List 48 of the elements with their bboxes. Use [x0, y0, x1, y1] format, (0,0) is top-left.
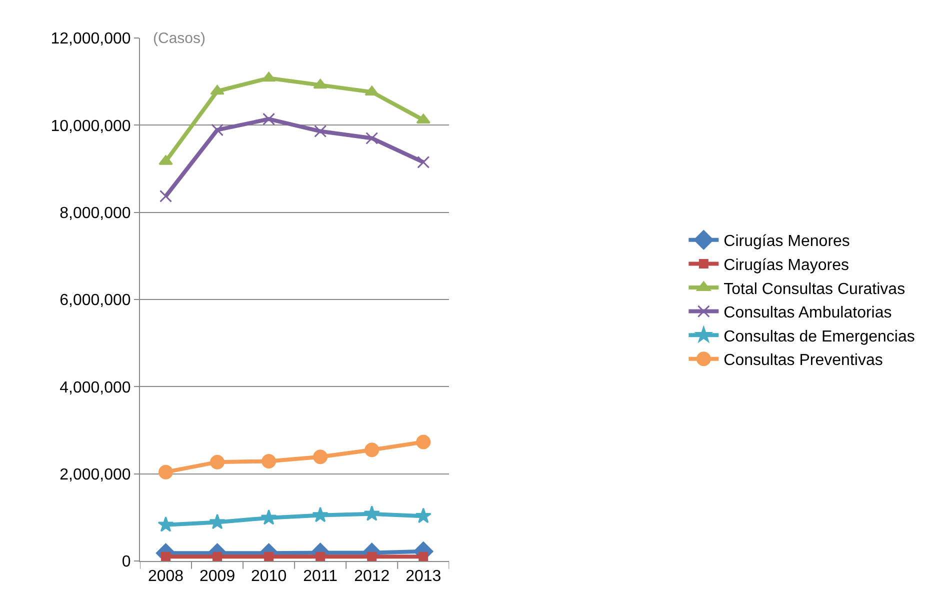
- point: [161, 552, 171, 561]
- y-tick-label: 4,000,000: [60, 379, 131, 396]
- y-tick-label: 0: [122, 554, 131, 571]
- point: [316, 552, 326, 561]
- x-tick-label: 2013: [406, 568, 442, 586]
- y-tick-label: 6,000,000: [60, 292, 131, 310]
- legend-label: Cirugías Mayores: [724, 256, 850, 274]
- point: [212, 552, 222, 561]
- y-tick-label: 12,000,000: [50, 30, 131, 48]
- point: [260, 509, 277, 525]
- point: [367, 552, 377, 561]
- point: [366, 132, 378, 144]
- y-tick-label: 2,000,000: [60, 466, 131, 484]
- point: [418, 552, 428, 561]
- point: [314, 125, 327, 138]
- x-tick-label: 2012: [354, 568, 390, 586]
- legend-label: Cirugías Menores: [724, 233, 850, 250]
- legend-label: Consultas Ambulatorias: [724, 304, 892, 322]
- point: [415, 508, 432, 524]
- point: [210, 84, 224, 95]
- point: [158, 464, 174, 480]
- point: [158, 516, 174, 532]
- point: [210, 454, 225, 470]
- x-tick-label: 2010: [251, 568, 287, 586]
- legend-label: Consultas de Emergencias: [724, 328, 915, 346]
- point: [417, 156, 430, 168]
- annotation: (Casos): [153, 30, 206, 47]
- point: [262, 72, 276, 82]
- point: [262, 112, 276, 126]
- x-tick-label: 2008: [148, 568, 184, 586]
- point: [262, 454, 276, 468]
- point: [209, 514, 226, 530]
- point: [211, 124, 224, 136]
- point: [416, 434, 431, 450]
- legend-label: Total Consultas Curativas: [724, 280, 906, 298]
- point: [313, 450, 328, 464]
- point: [312, 506, 328, 522]
- point: [364, 86, 379, 96]
- legend-label: Consultas Preventivas: [724, 352, 883, 370]
- y-tick-label: 10,000,000: [50, 118, 131, 135]
- point: [364, 505, 380, 521]
- point: [364, 442, 380, 458]
- point: [313, 78, 328, 89]
- point: [160, 190, 172, 202]
- x-tick-label: 2009: [199, 568, 236, 586]
- x-tick-label: 2011: [303, 568, 338, 586]
- y-tick-label: 8,000,000: [60, 204, 131, 222]
- point: [264, 552, 274, 561]
